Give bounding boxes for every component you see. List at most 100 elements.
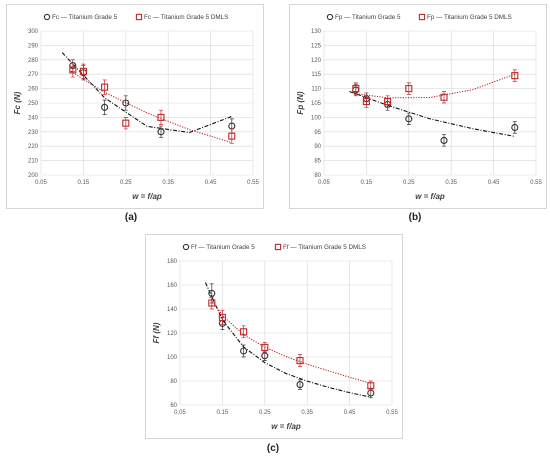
x-tick-label: 0.05 <box>174 410 186 416</box>
x-tick-label: 0.25 <box>403 180 415 186</box>
chart-svg-b: 80 85 90 95 100 105 110 115 120 125 130 0.05 0.15 0.2… <box>296 13 542 201</box>
x-tick-label: 0.45 <box>488 180 500 186</box>
y-tick-label: 270 <box>28 72 39 78</box>
error-bar <box>158 109 163 125</box>
data-point-dmls <box>79 67 87 75</box>
error-bar <box>123 95 128 111</box>
x-tick-label: 0.15 <box>217 410 229 416</box>
y-tick-label: 280 <box>28 58 39 64</box>
trendline-grade5 <box>204 282 371 398</box>
y-tick-label: 200 <box>28 173 39 179</box>
x-tick-label: 0.35 <box>445 180 457 186</box>
x-tick-label: 0.45 <box>205 180 217 186</box>
data-point-dmls <box>511 72 519 80</box>
x-axis-label: w = f/ap <box>415 192 445 201</box>
y-axis-label: Fc (N) <box>13 91 22 114</box>
error-bar <box>441 134 446 147</box>
data-point-dmls <box>384 98 392 106</box>
x-tick-label: 0.35 <box>162 180 174 186</box>
caption-b: (b) <box>408 212 422 223</box>
error-bar <box>241 344 246 358</box>
y-tick-label: 100 <box>311 115 322 121</box>
y-tick-label: 100 <box>167 355 178 361</box>
error-bar <box>209 296 214 310</box>
data-point-grade5 <box>240 347 248 355</box>
legend-label: Fp — Titanium Grade 5 <box>335 14 401 21</box>
data-point-dmls <box>122 119 130 127</box>
y-tick-label: 290 <box>28 43 39 49</box>
data-point-dmls <box>218 313 226 321</box>
legend-marker <box>135 13 143 21</box>
data-point-grade5 <box>208 289 216 297</box>
data-point-dmls <box>405 85 413 93</box>
error-bar <box>241 325 246 339</box>
chart-svg-a: 200 210 220 230 240 250 260 270 280 290 300 0.05 0.1… <box>13 13 259 201</box>
trendline-grade5 <box>349 90 515 137</box>
error-bar <box>158 125 163 138</box>
y-axis-label: Ff (N) <box>152 322 161 343</box>
y-tick-label: 80 <box>170 379 177 385</box>
trendline-dmls <box>70 70 232 144</box>
trendline-grade5 <box>61 52 232 134</box>
error-bar <box>70 62 75 78</box>
data-point-dmls <box>208 299 216 307</box>
x-tick-label: 0.35 <box>301 410 313 416</box>
x-tick-label: 0.15 <box>78 180 90 186</box>
y-tick-label: 120 <box>311 58 322 64</box>
y-tick-label: 80 <box>314 173 321 179</box>
y-tick-label: 230 <box>28 130 39 136</box>
y-tick-label: 105 <box>311 101 322 107</box>
y-tick-label: 210 <box>28 159 39 165</box>
legend-label: Ff — Titanium Grade 5 <box>191 244 255 251</box>
error-bar <box>220 309 225 325</box>
chart-panel-b: 80 85 90 95 100 105 110 115 120 125 130 0.05 0.15 0.2… <box>289 4 547 209</box>
legend-label: Fp — Titanium Grade 5 DMLS <box>427 14 512 21</box>
y-tick-label: 300 <box>28 29 39 35</box>
x-tick-label: 0.45 <box>344 410 356 416</box>
data-point-grade5 <box>440 136 448 144</box>
y-tick-label: 85 <box>314 159 321 165</box>
caption-c: (c) <box>266 443 280 454</box>
data-point-grade5 <box>157 128 165 136</box>
y-tick-label: 90 <box>314 144 321 150</box>
error-bar <box>512 69 517 82</box>
y-tick-label: 240 <box>28 115 39 121</box>
error-bar <box>441 91 446 104</box>
x-axis-label: w = f/ap <box>132 192 162 201</box>
legend-marker <box>326 13 334 21</box>
x-tick-label: 0.25 <box>120 180 132 186</box>
y-tick-label: 160 <box>167 283 178 289</box>
chart-panel-c: 60 80 100 120 140 160 180 0.05 0.15 0.25 0.35 0.45 0… <box>145 234 403 439</box>
x-axis-label: w = f/ap <box>271 422 301 431</box>
data-point-dmls <box>296 357 304 365</box>
data-point-grade5 <box>122 99 130 107</box>
y-tick-label: 120 <box>167 331 178 337</box>
y-tick-label: 130 <box>311 29 322 35</box>
data-point-grade5 <box>511 123 519 132</box>
caption-a: (a) <box>124 212 138 223</box>
data-point-dmls <box>261 343 269 351</box>
legend-label: Ff — Titanium Grade 5 DMLS <box>283 244 366 251</box>
trendline-dmls <box>209 296 371 384</box>
data-point-dmls <box>440 93 448 101</box>
legend-marker <box>274 243 282 251</box>
error-bar <box>385 95 390 108</box>
data-point-dmls <box>240 328 248 336</box>
chart-panel-a: 200 210 220 230 240 250 260 270 280 290 300 0.05 0.1… <box>6 4 264 209</box>
data-point-grade5 <box>261 352 269 360</box>
data-point-grade5 <box>405 115 413 123</box>
error-bar <box>364 95 369 108</box>
error-bar <box>406 112 411 125</box>
data-point-grade5 <box>296 381 304 389</box>
data-point-grade5 <box>101 103 109 111</box>
error-bar <box>229 128 234 144</box>
y-tick-label: 140 <box>167 307 178 313</box>
x-tick-label: 0.55 <box>530 180 542 186</box>
legend-label: Fc — Titanium Grade 5 <box>52 14 118 21</box>
y-tick-label: 180 <box>167 259 178 265</box>
x-tick-label: 0.15 <box>361 180 373 186</box>
data-point-dmls <box>362 98 370 106</box>
data-point-dmls <box>157 113 165 121</box>
x-tick-label: 0.25 <box>259 410 271 416</box>
y-tick-label: 260 <box>28 87 39 93</box>
